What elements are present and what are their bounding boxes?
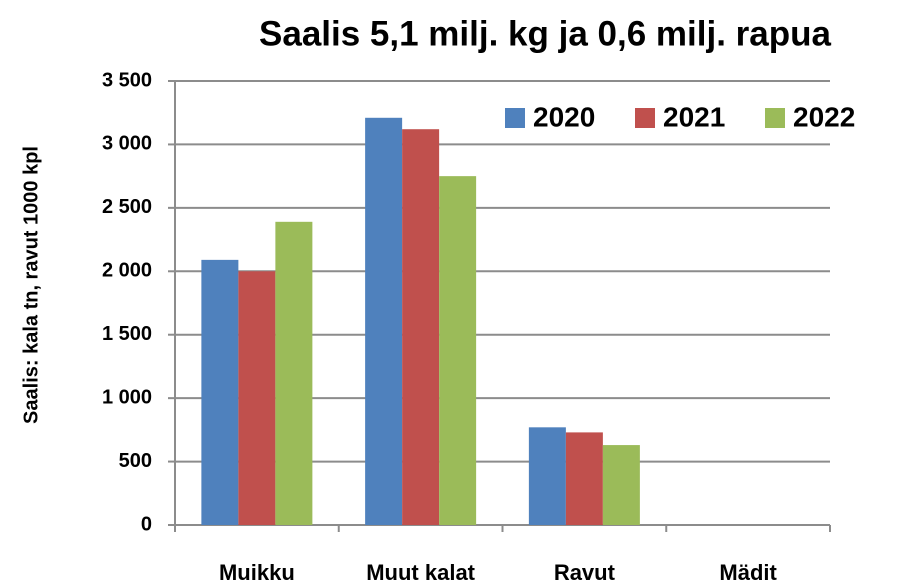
bar bbox=[402, 129, 440, 525]
y-tick-label: 2 000 bbox=[102, 260, 152, 282]
legend-swatch bbox=[505, 108, 525, 128]
legend-swatch bbox=[635, 108, 655, 128]
bar bbox=[602, 445, 640, 525]
y-tick-label: 3 500 bbox=[102, 69, 152, 91]
bar bbox=[439, 176, 477, 525]
y-tick-label: 3 000 bbox=[102, 133, 152, 155]
legend-label: 2022 bbox=[793, 101, 855, 132]
legend-label: 2021 bbox=[663, 101, 725, 132]
legend-swatch bbox=[765, 108, 785, 128]
y-axis-label: Saalis: kala tn, ravut 1000 kpl bbox=[20, 146, 42, 424]
bar bbox=[528, 427, 566, 525]
y-tick-label: 1 000 bbox=[102, 386, 152, 408]
bar bbox=[565, 432, 603, 525]
x-tick-label: Ravut bbox=[554, 560, 616, 585]
x-tick-label: Mädit bbox=[719, 560, 777, 585]
bar bbox=[201, 259, 239, 525]
x-tick-label: Muut kalat bbox=[366, 560, 475, 585]
bar bbox=[275, 221, 313, 525]
x-tick-label: Muikku bbox=[219, 560, 295, 585]
y-tick-label: 500 bbox=[119, 450, 152, 472]
y-tick-label: 0 bbox=[141, 513, 152, 535]
legend-label: 2020 bbox=[533, 101, 595, 132]
bar bbox=[365, 117, 403, 525]
y-tick-label: 1 500 bbox=[102, 323, 152, 345]
chart-title: Saalis 5,1 milj. kg ja 0,6 milj. rapua bbox=[259, 14, 831, 53]
y-tick-label: 2 500 bbox=[102, 196, 152, 218]
bar bbox=[238, 271, 276, 525]
